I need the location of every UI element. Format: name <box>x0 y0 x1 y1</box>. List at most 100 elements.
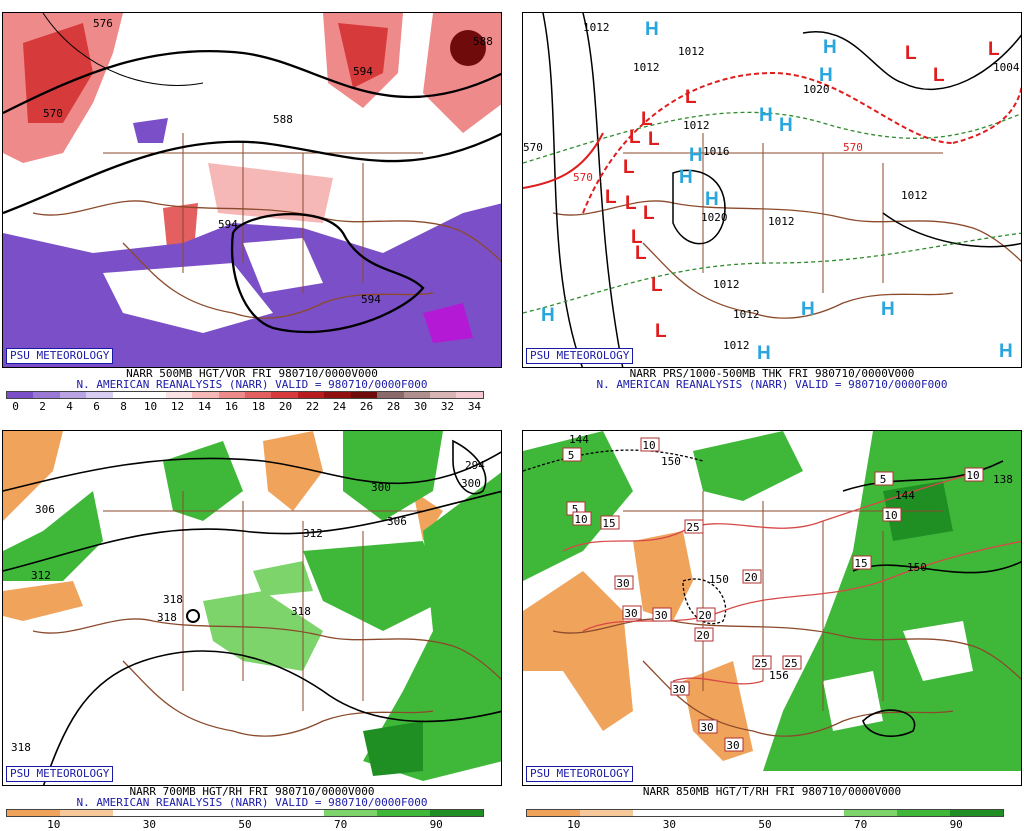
contour-label-4: 594 <box>218 218 238 231</box>
map-700mb: 306 312 300 300 294 306 312 318 318 318 … <box>2 430 502 786</box>
contour-label-7: 312 <box>303 527 323 540</box>
valid-time: N. AMERICAN REANALYSIS (NARR) VALID = 98… <box>76 378 428 391</box>
temperature-label-box <box>782 655 802 670</box>
colorbar-swatch <box>430 392 457 398</box>
high-symbol-1: H <box>645 19 659 40</box>
isobar-label-11: 1020 <box>803 83 830 96</box>
contour-label-10: 318 <box>291 605 311 618</box>
temperature-label-box <box>622 605 642 620</box>
temperature-label: 30 <box>654 609 667 622</box>
low-symbol-5: L <box>641 109 653 130</box>
colorbar-swatch <box>271 810 325 816</box>
high-symbol-6: H <box>689 145 703 166</box>
high-symbol-3: H <box>819 65 833 86</box>
temperature-label: 5 <box>568 449 575 462</box>
contour-label-5: 294 <box>465 459 485 472</box>
low-symbol-15: L <box>655 321 667 342</box>
colorbar-swatch <box>527 810 580 816</box>
temperature-label-box <box>600 515 620 530</box>
temperature-label-box <box>694 627 714 642</box>
isobar-label-7: 1016 <box>703 145 730 158</box>
temperature-label: 30 <box>624 607 637 620</box>
colorbar-label: 90 <box>429 818 443 831</box>
high-symbol-5: H <box>779 115 793 136</box>
isobar-label-10: 1012 <box>901 189 928 202</box>
contour-label-7: 576 <box>93 17 113 30</box>
isobar-label-3: 1012 <box>633 61 660 74</box>
colorbar-label: 30 <box>413 400 428 413</box>
colorbar-swatch <box>403 392 430 398</box>
vorticity-core-nw <box>23 23 93 123</box>
colorbar-swatch <box>950 810 1004 816</box>
colorbar <box>6 809 484 817</box>
temperature-label: 25 <box>754 657 767 670</box>
map-pressure: 1012 1012 1012 1012 1012 1012 1016 1020 … <box>522 12 1022 368</box>
colorbar-swatch <box>7 810 60 816</box>
colorbar-swatch <box>297 392 325 398</box>
colorbar-label: 4 <box>66 400 73 413</box>
map-500mb-canvas: 570 588 594 594 594 588 576 <box>3 13 501 367</box>
product-title: NARR 500MB HGT/VOR FRI 980710/0000V000 <box>126 367 378 380</box>
map-700mb-canvas: 306 312 300 300 294 306 312 318 318 318 … <box>3 431 501 785</box>
temperature-label: 30 <box>726 739 739 752</box>
low-symbol-3: L <box>988 39 1000 60</box>
temperature-label: 20 <box>696 629 709 642</box>
colorbar-swatch <box>324 810 378 816</box>
high-symbol-7: H <box>679 167 693 188</box>
temperature-label-box <box>698 719 718 734</box>
colorbar-label: 90 <box>949 818 963 831</box>
contour-label-8: 318 <box>163 593 183 606</box>
contour-label-9: 318 <box>157 611 177 624</box>
colorbar-swatch <box>192 392 219 398</box>
high-symbol-12: H <box>757 343 771 364</box>
panel-850mb-temp-rh: 144 150 150 156 144 138 150 5 5 5 10 10 10 10 1… <box>522 430 1022 831</box>
colorbar-swatch <box>244 392 272 398</box>
colorbar-label: 16 <box>224 400 239 413</box>
high-symbol-2: H <box>823 37 837 58</box>
contour-label-4: 300 <box>461 477 481 490</box>
isobar-label-13: 1012 <box>733 308 760 321</box>
thickness-label-2: 570 <box>843 141 863 154</box>
colorbar <box>6 391 484 399</box>
contour-label-6: 306 <box>387 515 407 528</box>
temperature-label: 25 <box>686 521 699 534</box>
temperature-label-box <box>752 655 772 670</box>
contour-label-1: 144 <box>569 433 589 446</box>
colorbar-swatch <box>218 810 272 816</box>
map-pressure-canvas: 1012 1012 1012 1012 1012 1012 1016 1020 … <box>523 13 1021 367</box>
colorbar-swatch <box>377 810 431 816</box>
contour-label-4: 156 <box>769 669 789 682</box>
colorbar-label: 34 <box>467 400 482 413</box>
colorbar-label: 30 <box>662 818 677 831</box>
colorbar-swatch <box>738 810 792 816</box>
thickness-label-1: 570 <box>573 171 593 184</box>
high-symbol-9: H <box>541 305 555 326</box>
product-title: NARR 700MB HGT/RH FRI 980710/0000V000 <box>129 785 375 798</box>
thickness-label-3: 570 <box>523 141 543 154</box>
colorbar-swatch <box>456 392 483 398</box>
product-title: NARR 850MB HGT/T/RH FRI 980710/0000V000 <box>642 785 902 798</box>
colorbar-swatch <box>324 392 351 398</box>
temperature-label: 5 <box>880 473 887 486</box>
map-850mb: 144 150 150 156 144 138 150 5 5 5 10 10 10 10 1… <box>522 430 1022 786</box>
colorbar-swatch <box>632 810 686 816</box>
colorbar-label: 22 <box>305 400 320 413</box>
colorbar-label: 14 <box>197 400 212 413</box>
colorbar-label: 2 <box>39 400 46 413</box>
contour-label-1: 306 <box>35 503 55 516</box>
colorbar-swatch <box>7 392 34 398</box>
temperature-label-box <box>742 569 762 584</box>
colorbar <box>526 809 1004 817</box>
contour-label-3: 150 <box>709 573 729 586</box>
temperature-label-box <box>964 467 984 482</box>
colorbar-swatch <box>165 392 193 398</box>
contour-label-2: 312 <box>31 569 51 582</box>
valid-time: N. AMERICAN REANALYSIS (NARR) VALID = 98… <box>76 796 428 809</box>
temperature-label: 30 <box>672 683 685 696</box>
low-symbol-8: L <box>623 157 635 178</box>
low-symbol-7: L <box>648 129 660 150</box>
colorbar-label: 6 <box>93 400 100 413</box>
map-500mb: 570 588 594 594 594 588 576 <box>2 12 502 368</box>
